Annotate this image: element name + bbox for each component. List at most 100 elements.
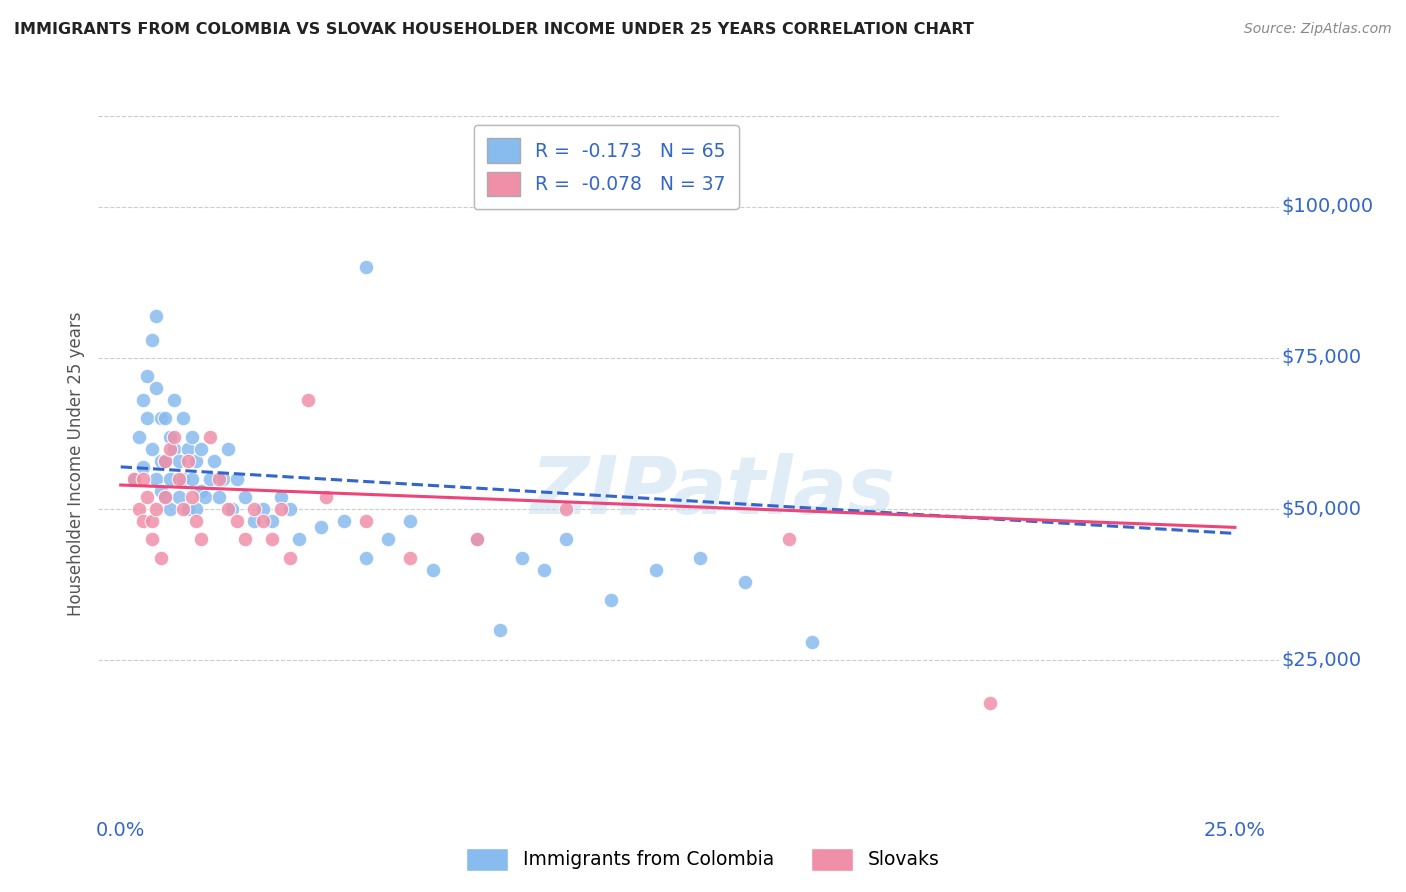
Point: [141, 442, 163, 456]
Point: [297, 393, 319, 408]
Point: [262, 533, 284, 547]
Point: [163, 393, 186, 408]
Point: [399, 550, 422, 565]
Text: IMMIGRANTS FROM COLOMBIA VS SLOVAK HOUSEHOLDER INCOME UNDER 25 YEARS CORRELATION: IMMIGRANTS FROM COLOMBIA VS SLOVAK HOUSE…: [14, 22, 974, 37]
Text: $100,000: $100,000: [1282, 197, 1374, 216]
Point: [167, 472, 190, 486]
Point: [278, 550, 301, 565]
Text: $75,000: $75,000: [1282, 349, 1362, 368]
Point: [262, 514, 284, 528]
Point: [186, 514, 208, 528]
Point: [600, 593, 623, 607]
Point: [132, 514, 155, 528]
Point: [689, 550, 711, 565]
Point: [212, 472, 235, 486]
Point: [141, 333, 163, 347]
Text: $50,000: $50,000: [1282, 500, 1362, 519]
Point: [194, 490, 217, 504]
Point: [128, 502, 150, 516]
Point: [225, 514, 247, 528]
Point: [800, 635, 823, 649]
Point: [221, 502, 243, 516]
Point: [141, 514, 163, 528]
Point: [167, 454, 190, 468]
Point: [243, 502, 266, 516]
Point: [354, 260, 377, 275]
Point: [422, 563, 444, 577]
Point: [644, 563, 666, 577]
Point: [510, 550, 533, 565]
Point: [149, 550, 172, 565]
Point: [163, 429, 186, 443]
Point: [399, 514, 422, 528]
Point: [176, 442, 198, 456]
Point: [217, 502, 239, 516]
Point: [122, 472, 145, 486]
Point: [159, 442, 181, 456]
Point: [198, 472, 221, 486]
Point: [155, 411, 177, 425]
Point: [155, 490, 177, 504]
Point: [270, 502, 292, 516]
Point: [172, 502, 194, 516]
Point: [377, 533, 399, 547]
Point: [208, 490, 231, 504]
Point: [315, 490, 337, 504]
Point: [186, 502, 208, 516]
Point: [332, 514, 354, 528]
Point: [465, 533, 488, 547]
Text: Source: ZipAtlas.com: Source: ZipAtlas.com: [1244, 22, 1392, 37]
Point: [270, 490, 292, 504]
Point: [163, 442, 186, 456]
Point: [252, 502, 274, 516]
Point: [235, 533, 257, 547]
Point: [734, 574, 756, 589]
Point: [172, 411, 194, 425]
Point: [465, 533, 488, 547]
Point: [186, 454, 208, 468]
Point: [155, 490, 177, 504]
Point: [181, 490, 204, 504]
Point: [217, 442, 239, 456]
Point: [555, 502, 578, 516]
Text: ZIPatlas: ZIPatlas: [530, 452, 896, 531]
Text: $25,000: $25,000: [1282, 651, 1362, 670]
Point: [136, 369, 159, 384]
Point: [132, 393, 155, 408]
Point: [252, 514, 274, 528]
Point: [128, 429, 150, 443]
Point: [354, 550, 377, 565]
Point: [288, 533, 311, 547]
Point: [488, 624, 510, 638]
Point: [149, 454, 172, 468]
Point: [309, 520, 332, 534]
Point: [159, 502, 181, 516]
Point: [167, 490, 190, 504]
Point: [132, 472, 155, 486]
Point: [181, 472, 204, 486]
Point: [190, 533, 212, 547]
Point: [141, 533, 163, 547]
Point: [122, 472, 145, 486]
Point: [555, 533, 578, 547]
Point: [136, 490, 159, 504]
Point: [176, 502, 198, 516]
Point: [136, 411, 159, 425]
Point: [354, 514, 377, 528]
Legend: Immigrants from Colombia, Slovaks: Immigrants from Colombia, Slovaks: [458, 840, 948, 878]
Point: [145, 472, 167, 486]
Point: [172, 472, 194, 486]
Point: [145, 381, 167, 395]
Point: [533, 563, 555, 577]
Point: [155, 454, 177, 468]
Point: [198, 429, 221, 443]
Point: [235, 490, 257, 504]
Point: [225, 472, 247, 486]
Legend: R =  -0.173   N = 65, R =  -0.078   N = 37: R = -0.173 N = 65, R = -0.078 N = 37: [474, 126, 740, 209]
Point: [278, 502, 301, 516]
Point: [149, 484, 172, 499]
Point: [145, 309, 167, 323]
Point: [190, 484, 212, 499]
Point: [243, 514, 266, 528]
Y-axis label: Householder Income Under 25 years: Householder Income Under 25 years: [66, 311, 84, 616]
